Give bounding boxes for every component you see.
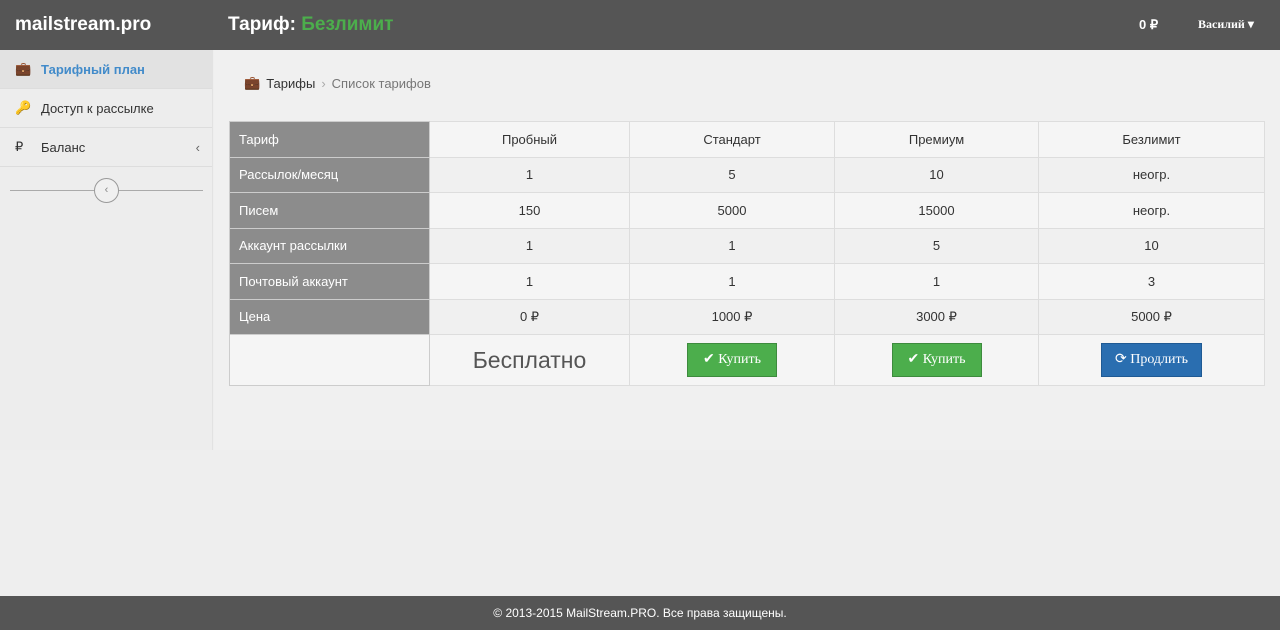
cell: 10: [1038, 227, 1265, 264]
current-tariff: Безлимит: [301, 14, 394, 35]
cell: 5: [629, 156, 835, 193]
buy-premium-button[interactable]: ✔ Купить: [891, 343, 982, 377]
sidebar-item-tariff-plan[interactable]: 💼 Тарифный план: [0, 50, 212, 89]
table-header-row: Тариф Пробный Стандарт Премиум Безлимит: [229, 121, 1265, 158]
table-row: Цена 0 ₽1000 ₽3000 ₽5000 ₽: [229, 298, 1265, 335]
button-label: Купить: [922, 352, 966, 367]
briefcase-icon: 💼: [15, 61, 32, 76]
table-row: Рассылок/месяц 1 5 10 неогр.: [229, 156, 1265, 193]
cell: 5000: [629, 192, 835, 229]
row-label: Писем: [229, 192, 430, 229]
user-menu[interactable]: Василий ▾: [1198, 17, 1254, 32]
cell: 1: [629, 263, 835, 300]
breadcrumb: 💼 Тарифы › Список тарифов: [244, 75, 431, 91]
main-content: 💼 Тарифы › Список тарифов Тариф Пробный …: [214, 50, 1280, 450]
cell: 5: [834, 227, 1039, 264]
table-row: Аккаунт рассылки 1 1 5 10: [229, 227, 1265, 264]
buy-standard-button[interactable]: ✔ Купить: [687, 343, 777, 377]
chevron-left-icon: ‹: [195, 139, 200, 155]
briefcase-icon: 💼: [244, 75, 261, 90]
cell: 3000 ₽: [834, 298, 1039, 335]
sidebar-item-access[interactable]: 🔑 Доступ к рассылке: [0, 89, 212, 128]
empty-cell: [229, 334, 430, 386]
button-label: Купить: [718, 352, 761, 367]
header-cell: Пробный: [429, 121, 630, 158]
actions-row: Бесплатно ✔ Купить ✔ Купить ⟳ Продлить: [229, 334, 1265, 386]
top-bar: mailstream.pro Тариф: Безлимит 0 ₽ Васил…: [0, 0, 1280, 50]
brand-logo[interactable]: mailstream.pro: [15, 14, 152, 35]
page-title: Тариф: Безлимит: [228, 14, 393, 36]
row-label: Аккаунт рассылки: [229, 227, 430, 264]
action-cell: ⟳ Продлить: [1038, 334, 1265, 386]
table-row: Писем 150 5000 15000 неогр.: [229, 192, 1265, 229]
table-row: Почтовый аккаунт 1 1 1 3: [229, 263, 1265, 300]
footer: © 2013-2015 MailStream.PRO. Все права за…: [0, 596, 1280, 630]
header-cell: Тариф: [229, 121, 430, 158]
tariff-table: Тариф Пробный Стандарт Премиум Безлимит …: [229, 121, 1265, 386]
breadcrumb-root[interactable]: Тарифы: [266, 75, 316, 91]
cell: 1: [429, 263, 630, 300]
cell: 10: [834, 156, 1039, 193]
button-label: Продлить: [1130, 352, 1189, 367]
cell: 0 ₽: [429, 298, 630, 335]
sidebar-item-label: Тарифный план: [41, 61, 145, 77]
cell: неогр.: [1038, 156, 1265, 193]
cell: 5000 ₽: [1038, 298, 1265, 335]
cell: 150: [429, 192, 630, 229]
row-label: Рассылок/месяц: [229, 156, 430, 193]
sidebar: 💼 Тарифный план 🔑 Доступ к рассылке ₽ Балан…: [0, 50, 213, 450]
cell: неогр.: [1038, 192, 1265, 229]
action-cell: ✔ Купить: [629, 334, 835, 386]
cell: 3: [1038, 263, 1265, 300]
free-label: Бесплатно: [472, 346, 587, 373]
row-label: Почтовый аккаунт: [229, 263, 430, 300]
header-cell: Премиум: [834, 121, 1039, 158]
cell: 1: [429, 227, 630, 264]
caret-down-icon: ▾: [1247, 17, 1254, 31]
header-cell: Стандарт: [629, 121, 835, 158]
sidebar-item-balance[interactable]: ₽ Баланс ‹: [0, 128, 212, 167]
cell: 1000 ₽: [629, 298, 835, 335]
balance[interactable]: 0 ₽: [1139, 17, 1159, 32]
cell: 1: [834, 263, 1039, 300]
cell: 1: [429, 156, 630, 193]
header-cell: Безлимит: [1038, 121, 1265, 158]
breadcrumb-current: Список тарифов: [331, 75, 431, 91]
ruble-icon: ₽: [15, 139, 24, 154]
sidebar-item-label: Баланс: [41, 139, 86, 155]
renew-unlimited-button[interactable]: ⟳ Продлить: [1101, 343, 1202, 377]
free-cell: Бесплатно: [429, 334, 630, 386]
cell: 1: [629, 227, 835, 264]
row-label: Цена: [229, 298, 430, 335]
refresh-icon: ⟳: [1114, 352, 1127, 367]
chevron-right-icon: ›: [321, 75, 326, 91]
action-cell: ✔ Купить: [834, 334, 1039, 386]
title-prefix: Тариф:: [228, 14, 296, 35]
key-icon: 🔑: [15, 100, 32, 115]
check-icon: ✔: [907, 352, 920, 367]
sidebar-item-label: Доступ к рассылке: [41, 100, 154, 116]
check-icon: ✔: [702, 352, 715, 367]
cell: 15000: [834, 192, 1039, 229]
user-name: Василий: [1198, 17, 1245, 31]
collapse-sidebar-button[interactable]: ‹: [94, 178, 119, 203]
